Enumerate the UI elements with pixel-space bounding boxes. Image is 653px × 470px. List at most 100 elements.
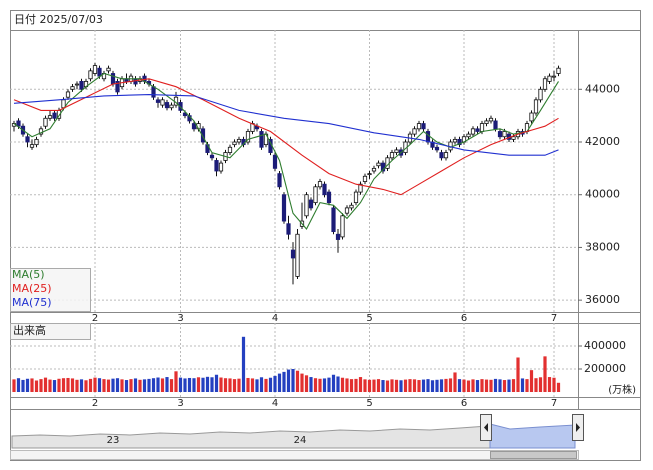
candle-body: [209, 154, 215, 159]
volume-bar: [340, 377, 345, 392]
candle-body: [272, 154, 278, 169]
volume-bar: [214, 374, 219, 392]
navigator-label: 23: [107, 435, 120, 446]
volume-bar: [111, 378, 115, 392]
candle-body: [232, 141, 237, 146]
candle-body: [79, 80, 84, 90]
volume-bar: [133, 378, 138, 392]
volume-bar: [327, 377, 331, 392]
volume-bar: [552, 377, 556, 392]
candle-body: [214, 160, 219, 172]
candle-body: [34, 138, 39, 146]
volume-bar: [129, 379, 133, 392]
volume-bar: [493, 378, 498, 392]
volume-bar: [277, 373, 282, 392]
volume-bar: [93, 377, 97, 392]
candle-body: [169, 104, 174, 109]
candle-body: [97, 67, 102, 77]
volume-bar: [178, 377, 183, 392]
candle-body: [344, 207, 350, 214]
candle-body: [236, 138, 242, 143]
volume-bar: [516, 357, 520, 392]
candle-body: [106, 67, 111, 72]
volume-bar: [196, 377, 201, 392]
candle-body: [367, 173, 372, 176]
candle-body: [191, 123, 197, 130]
volume-bar: [439, 379, 444, 392]
volume-bar: [430, 380, 435, 392]
volume-bar: [255, 379, 259, 392]
candle-body: [358, 183, 363, 193]
volume-bar: [97, 378, 102, 392]
volume-bar: [295, 370, 300, 392]
candle-body: [421, 123, 426, 130]
volume-bar: [412, 379, 417, 392]
volume-bar: [381, 380, 385, 392]
volume-bar: [273, 375, 277, 392]
candle-body: [412, 128, 417, 135]
legend-entry: MA(25): [12, 282, 52, 295]
volume-bar: [556, 382, 561, 392]
volume-bar: [498, 379, 502, 392]
y-tick-label: 38000: [585, 240, 620, 253]
x-tick-label: 5: [366, 398, 372, 409]
candle-body: [511, 136, 516, 140]
volume-bar: [421, 379, 426, 392]
volume-bar: [75, 379, 79, 392]
price-panel: [11, 62, 561, 285]
volume-bar: [88, 378, 93, 392]
candle-body: [92, 65, 98, 74]
volume-bar: [250, 378, 255, 392]
candle-body: [556, 67, 561, 74]
candle-body: [304, 194, 309, 217]
volume-panel: [12, 336, 561, 392]
volume-bar: [232, 379, 237, 392]
volume-bar: [124, 380, 129, 392]
ma-line: [13, 72, 559, 230]
candle-body: [335, 233, 341, 240]
candle-body: [502, 131, 507, 138]
candle-body: [227, 146, 233, 153]
candle-body: [110, 73, 116, 85]
volume-bar: [291, 369, 295, 392]
candle-body: [529, 112, 534, 122]
handle-arrow: [484, 423, 488, 432]
navigator-label: 24: [294, 435, 307, 446]
candle-body: [425, 131, 431, 143]
candle-body: [151, 86, 156, 98]
y-tick-label: 42000: [585, 135, 620, 148]
volume-bar: [30, 378, 34, 392]
candle-body: [533, 99, 539, 114]
volume-bar: [484, 379, 489, 392]
volume-bar: [331, 374, 336, 392]
volume-bar: [367, 379, 372, 392]
volume-bar: [453, 372, 457, 392]
x-tick-label: 3: [177, 313, 183, 324]
candle-body: [29, 144, 35, 148]
scrollbar-track[interactable]: [10, 450, 579, 460]
y-tick-label: 36000: [585, 293, 620, 306]
volume-bar: [345, 378, 349, 392]
volume-bar: [120, 379, 124, 392]
candle-body: [47, 115, 53, 119]
volume-bar: [489, 379, 493, 392]
volume-bar: [322, 378, 327, 392]
volume-bar: [538, 377, 543, 392]
navigator-selection[interactable]: [489, 423, 576, 449]
legend-entry: MA(75): [12, 296, 52, 309]
legend-box: [10, 268, 91, 312]
labels: 36000 38000 40000 42000 44000 200000 400000 2 2 3…: [92, 82, 626, 409]
x-tick-label: 6: [461, 398, 467, 409]
y-tick-label: 44000: [585, 82, 620, 95]
candle-body: [439, 152, 444, 159]
candle-body: [200, 128, 206, 143]
candle-body: [457, 138, 462, 146]
volume-bar: [313, 378, 318, 392]
legend: MA(5)MA(25)MA(75): [12, 268, 52, 309]
scrollbar-thumb[interactable]: [490, 451, 577, 459]
volume-bar: [525, 379, 529, 392]
candle-body: [488, 117, 494, 122]
volume-bar: [417, 380, 421, 392]
volume-bar: [61, 378, 66, 392]
candle-body: [164, 102, 170, 109]
